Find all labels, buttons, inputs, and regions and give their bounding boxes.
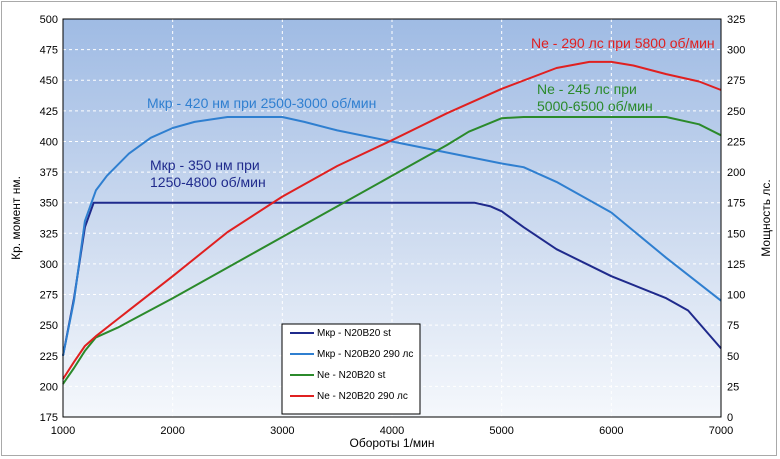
y-right-tick-label: 75 bbox=[727, 320, 739, 332]
series-line-2 bbox=[62, 116, 722, 356]
y-right-tick-label: 175 bbox=[727, 198, 745, 210]
x-tick-label: 4000 bbox=[380, 425, 404, 437]
y-right-tick-label: 300 bbox=[727, 45, 745, 57]
legend-label-1: Мкр - N20B20 st bbox=[317, 328, 391, 339]
x-tick-label: 7000 bbox=[709, 425, 733, 437]
x-tick-label: 1000 bbox=[51, 425, 75, 437]
annotation-4-line-1: Ne - 245 лс при bbox=[537, 81, 637, 97]
y-axis-right-title: Мощность лс. bbox=[759, 179, 773, 256]
y-right-tick-label: 25 bbox=[727, 381, 739, 393]
legend: Мкр - N20B20 st Мкр - N20B20 290 лс Ne - N… bbox=[281, 323, 421, 415]
y-left-tick-label: 300 bbox=[40, 259, 58, 271]
x-tick-label: 2000 bbox=[160, 425, 184, 437]
y-left-tick-label: 325 bbox=[40, 228, 58, 240]
y-left-tick-label: 175 bbox=[40, 412, 58, 424]
series-line-1 bbox=[62, 201, 722, 356]
y-left-tick-label: 400 bbox=[40, 136, 58, 148]
y-left-tick-label: 475 bbox=[40, 45, 58, 57]
plot-border bbox=[62, 18, 722, 418]
y-right-tick-label: 125 bbox=[727, 259, 745, 271]
y-left-tick-label: 375 bbox=[40, 167, 58, 179]
annotation-1-line-1: Мкр - 420 нм при 2500-3000 об/мин bbox=[147, 95, 376, 111]
y-right-tick-label: 50 bbox=[727, 351, 739, 363]
y-right-tick-label: 0 bbox=[727, 412, 733, 424]
y-left-tick-label: 225 bbox=[40, 351, 58, 363]
legend-box bbox=[281, 323, 421, 415]
annotation-3-line-1: Ne - 290 лс при 5800 об/мин bbox=[531, 35, 715, 51]
x-tick-label: 6000 bbox=[599, 425, 623, 437]
y-right-tick-label: 100 bbox=[727, 290, 745, 302]
grid-lines bbox=[63, 19, 721, 417]
y-left-tick-label: 350 bbox=[40, 198, 58, 210]
y-right-tick-label: 250 bbox=[727, 106, 745, 118]
x-tick-label: 3000 bbox=[270, 425, 294, 437]
series-line-4 bbox=[62, 60, 722, 380]
annotation-4-line-2: 5000-6500 об/мин bbox=[537, 98, 653, 114]
series-lines bbox=[62, 60, 722, 385]
y-right-tick-label: 225 bbox=[727, 136, 745, 148]
annotation-2-line-2: 1250-4800 об/мин bbox=[150, 174, 266, 190]
y-axis-left-title: Кр. момент нм. bbox=[9, 176, 23, 260]
y-left-tick-label: 200 bbox=[40, 381, 58, 393]
series-line-3 bbox=[62, 116, 722, 385]
y-left-tick-label: 500 bbox=[40, 14, 58, 26]
tick-labels: 1000 2000 3000 4000 5000 6000 7000175200225250… bbox=[40, 14, 746, 437]
y-right-tick-label: 325 bbox=[727, 14, 745, 26]
annotation-2-line-1: Мкр - 350 нм при bbox=[150, 157, 260, 173]
annotations: Мкр - 420 нм при 2500-3000 об/мин Мкр - 3… bbox=[147, 35, 715, 190]
legend-label-4: Ne - N20B20 290 лс bbox=[317, 391, 408, 402]
y-right-tick-label: 275 bbox=[727, 75, 745, 87]
legend-label-2: Мкр - N20B20 290 лс bbox=[317, 349, 413, 360]
y-left-tick-label: 425 bbox=[40, 106, 58, 118]
y-left-tick-label: 275 bbox=[40, 290, 58, 302]
x-axis-title: Обороты 1/мин bbox=[349, 436, 434, 450]
legend-label-3: Ne - N20B20 st bbox=[317, 370, 386, 381]
y-left-tick-label: 250 bbox=[40, 320, 58, 332]
x-tick-label: 5000 bbox=[489, 425, 513, 437]
y-right-tick-label: 150 bbox=[727, 228, 745, 240]
y-left-tick-label: 450 bbox=[40, 75, 58, 87]
y-right-tick-label: 200 bbox=[727, 167, 745, 179]
